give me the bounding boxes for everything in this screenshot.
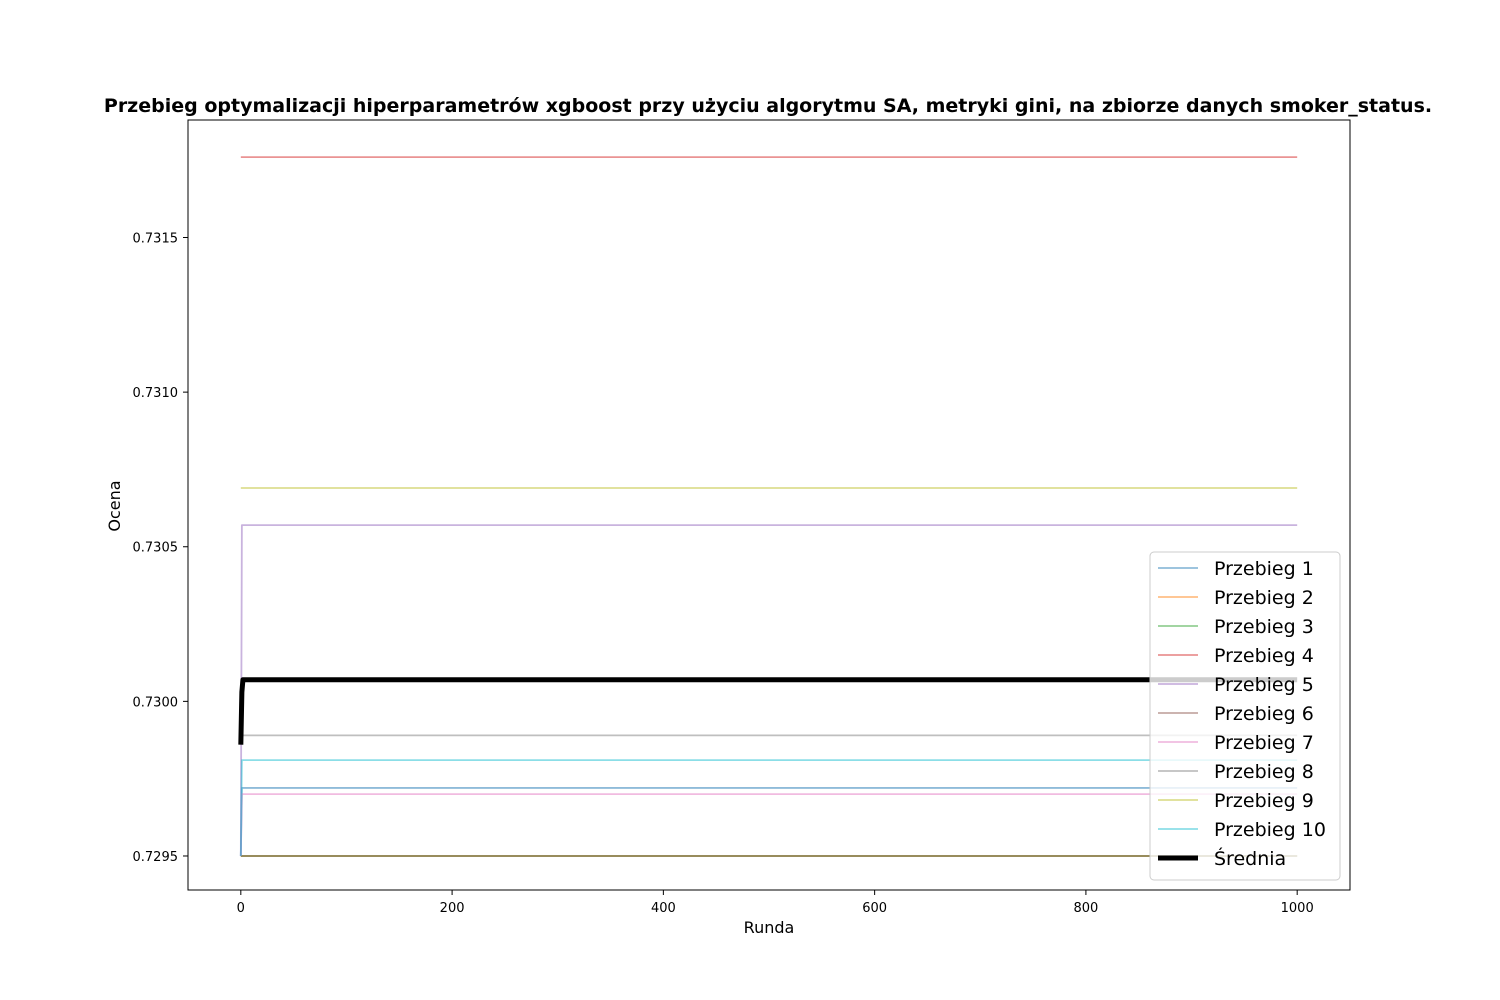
x-tick-label: 800	[1073, 901, 1098, 916]
legend-label: Przebieg 6	[1214, 703, 1314, 725]
x-tick-label: 600	[862, 901, 887, 916]
legend-label: Przebieg 9	[1214, 790, 1314, 812]
y-tick-label: 0.7315	[133, 232, 179, 247]
legend-label: Przebieg 10	[1214, 819, 1326, 841]
y-tick-label: 0.7305	[133, 541, 179, 556]
legend-label: Przebieg 5	[1214, 674, 1314, 696]
legend-label: Przebieg 8	[1214, 761, 1314, 783]
legend-label: Przebieg 7	[1214, 732, 1314, 754]
x-axis-label: Runda	[744, 918, 795, 937]
y-tick-label: 0.7310	[133, 386, 179, 401]
legend-label: Przebieg 4	[1214, 645, 1314, 667]
plot-frame	[187, 119, 1351, 891]
y-tick-label: 0.7300	[133, 695, 179, 710]
x-tick-label: 200	[440, 901, 465, 916]
legend-label: Przebieg 2	[1214, 587, 1314, 609]
ticks-layer: 0 200 400 600 800 1000 0.7295 0.7300 0.7305 0.731…	[133, 232, 1314, 916]
series-layer	[238, 156, 1298, 857]
x-tick-label: 1000	[1281, 901, 1314, 916]
series-line-10	[239, 759, 1298, 856]
x-tick-label: 0	[237, 901, 245, 916]
y-tick-label: 0.7295	[133, 850, 179, 865]
legend-label: Przebieg 1	[1214, 558, 1314, 580]
series-line-5	[239, 524, 1298, 856]
chart-title: Przebieg optymalizacji hiperparametrów x…	[104, 95, 1432, 117]
legend-box	[1149, 551, 1341, 881]
x-tick-label: 400	[651, 901, 676, 916]
legend-label: Średnia	[1214, 846, 1286, 870]
y-axis-label: Ocena	[105, 480, 124, 531]
legend-label: Przebieg 3	[1214, 616, 1314, 638]
legend: Przebieg 1 Przebieg 2 Przebieg 3 Przebieg 4…	[1149, 551, 1341, 881]
series-line-11	[238, 677, 1298, 745]
